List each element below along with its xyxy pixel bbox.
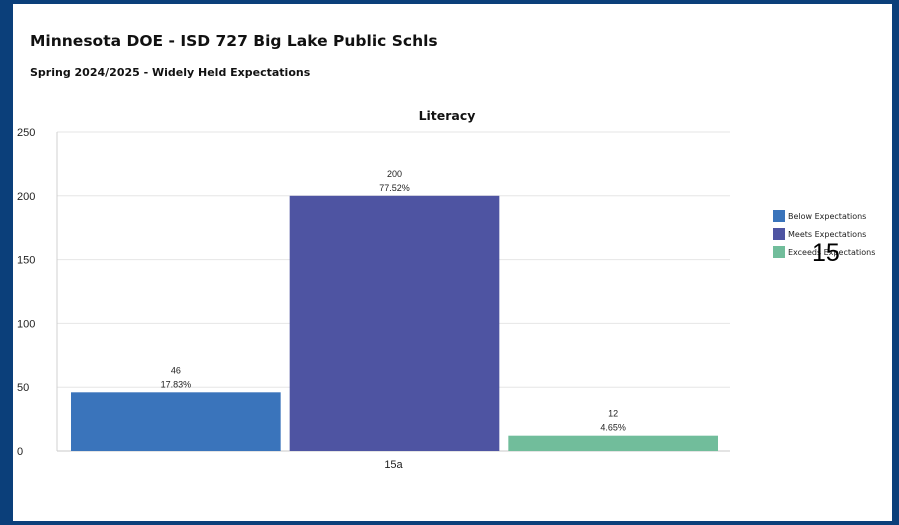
x-tick-label: 15a — [384, 459, 403, 471]
data-label-value: 200 — [387, 169, 402, 179]
page-subtitle: Spring 2024/2025 - Widely Held Expectati… — [30, 66, 311, 79]
y-tick-label: 50 — [17, 382, 29, 394]
bar-chart: 0 50 100 150 200 250 46 17.83% 200 77.52% 12 4.65% 1… — [17, 127, 730, 471]
y-tick-label: 150 — [17, 255, 35, 267]
y-tick-label: 100 — [17, 318, 35, 330]
legend-item: Exceeds Expectations — [773, 243, 875, 261]
overlay-number: 15 — [812, 239, 840, 267]
legend-swatch — [773, 246, 785, 258]
chart-title: Literacy — [418, 108, 476, 123]
legend-item: Meets Expectations — [773, 225, 875, 243]
legend-item: Below Expectations — [773, 207, 875, 225]
legend-label: Meets Expectations — [788, 229, 867, 239]
legend-label: Exceeds Expectations — [788, 247, 876, 257]
legend-swatch — [773, 228, 785, 240]
page-title: Minnesota DOE - ISD 727 Big Lake Public … — [30, 32, 438, 50]
data-label-percent: 4.65% — [600, 423, 626, 433]
data-label-value: 12 — [608, 409, 618, 419]
chart-panel: Minnesota DOE - ISD 727 Big Lake Public … — [13, 4, 892, 521]
legend-swatch — [773, 210, 785, 222]
legend-label: Below Expectations — [788, 211, 867, 221]
chart-legend: Below Expectations Meets Expectations Exce… — [773, 207, 875, 261]
bar-below-expectations — [71, 392, 281, 451]
y-tick-label: 250 — [17, 127, 35, 139]
data-label-value: 46 — [171, 365, 181, 375]
data-label-percent: 17.83% — [161, 379, 192, 389]
y-tick-label: 200 — [17, 191, 35, 203]
data-label-percent: 77.52% — [379, 183, 410, 193]
y-tick-label: 0 — [17, 446, 23, 458]
bar-meets-expectations — [289, 195, 500, 451]
bar-exceeds-expectations — [508, 435, 718, 451]
